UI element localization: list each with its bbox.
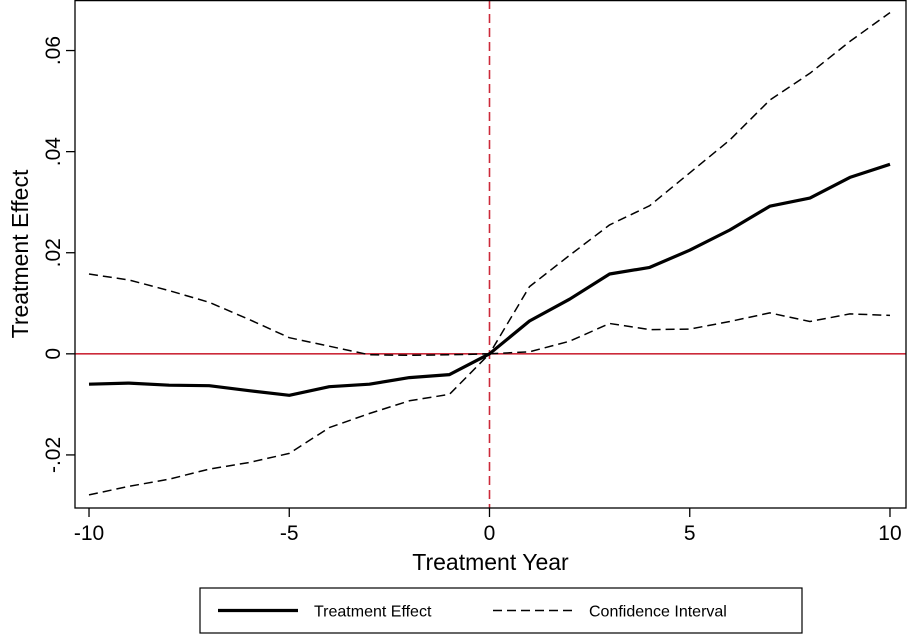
x-tick-label: -5 xyxy=(280,522,299,545)
y-tick-label: 0 xyxy=(42,348,65,360)
legend-label-treatment-effect: Treatment Effect xyxy=(314,604,432,621)
x-axis-label: Treatment Year xyxy=(412,549,569,575)
confidence-interval-lower-line xyxy=(88,312,891,496)
y-tick-label: -.02 xyxy=(42,437,65,473)
y-tick-label: .02 xyxy=(42,238,65,267)
legend: Treatment Effect Confidence Interval xyxy=(199,587,803,634)
x-tick-label: 5 xyxy=(684,522,696,545)
x-axis-ticks: -10 -5 0 5 10 xyxy=(74,508,902,545)
x-tick-label: 10 xyxy=(878,522,901,545)
y-axis-ticks: -.02 0 .02 .04 .06 xyxy=(42,36,75,473)
y-tick-label: .04 xyxy=(42,137,65,167)
y-axis-label: Treatment Effect xyxy=(7,169,33,338)
x-tick-label: 0 xyxy=(484,522,496,545)
series-lines xyxy=(88,11,891,496)
plot-frame xyxy=(74,0,907,509)
x-tick-label: -10 xyxy=(74,522,104,545)
y-tick-label: .06 xyxy=(42,36,65,65)
legend-label-confidence-interval: Confidence Interval xyxy=(589,604,727,621)
